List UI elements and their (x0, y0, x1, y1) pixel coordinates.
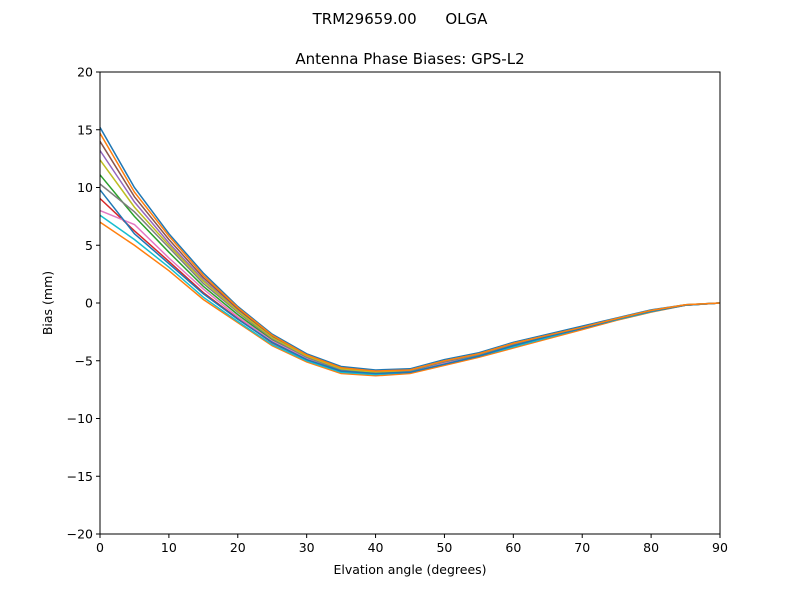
series-lines (99, 127, 721, 377)
y-tick-label: 0 (85, 296, 93, 311)
series-line-6 (99, 209, 721, 375)
y-tick-label: 15 (77, 122, 93, 137)
series-line-1 (99, 221, 721, 377)
x-tick-label: 40 (368, 540, 384, 555)
plot-frame (99, 71, 721, 535)
y-tick-label: −5 (75, 353, 93, 368)
y-tick-label: −20 (67, 527, 93, 542)
y-tick-label: −15 (67, 469, 93, 484)
series-line-9 (99, 214, 721, 376)
x-tick-label: 80 (643, 540, 659, 555)
series-line-10 (99, 189, 721, 375)
series-line-2 (99, 174, 721, 374)
x-tick-label: 50 (436, 540, 452, 555)
x-tick-label: 60 (505, 540, 521, 555)
y-axis: −20 −15 −10 −5 0 5 10 15 20 (67, 65, 100, 542)
series-line-5 (99, 140, 721, 374)
chart-suptitle: TRM29659.00 OLGA (312, 10, 488, 28)
x-axis-label: Elvation angle (degrees) (333, 562, 486, 577)
series-line-3 (99, 197, 721, 376)
y-tick-label: 20 (77, 65, 93, 80)
chart-title: Antenna Phase Biases: GPS-L2 (295, 50, 524, 68)
y-tick-label: 10 (77, 180, 93, 195)
x-tick-label: 20 (230, 540, 246, 555)
x-tick-label: 10 (161, 540, 177, 555)
series-line-11 (99, 132, 721, 372)
y-tick-label: 5 (85, 238, 93, 253)
y-axis-label: Bias (mm) (40, 271, 55, 335)
y-tick-label: −10 (67, 411, 93, 426)
series-line-7 (99, 183, 721, 374)
x-tick-label: 0 (96, 540, 104, 555)
x-tick-label: 70 (574, 540, 590, 555)
series-line-0 (99, 127, 721, 371)
x-tick-label: 90 (712, 540, 728, 555)
x-tick-label: 30 (299, 540, 315, 555)
x-axis: 0 10 20 30 40 50 60 70 80 90 (96, 534, 728, 555)
